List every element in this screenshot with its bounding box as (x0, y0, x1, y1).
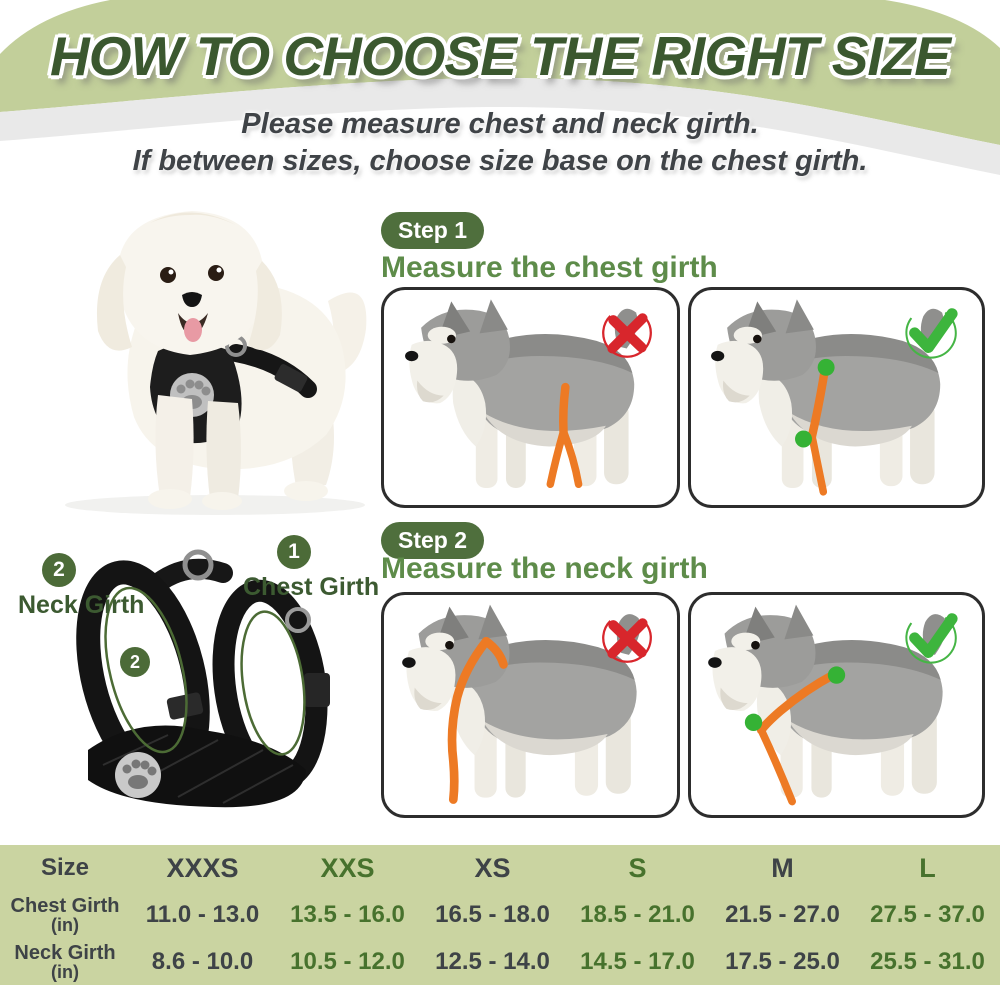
step2-badge: Step 2 (381, 522, 485, 560)
chest-girth-number-badge: 1 (277, 535, 311, 569)
neck-girth-value: 12.5 - 14.0 (435, 947, 550, 975)
step1-correct-example-image (688, 287, 985, 508)
size-chart-corner-label: Size (40, 854, 90, 881)
step2-heading: Measure the neck girth (381, 552, 708, 585)
page-title: HOW TO CHOOSE THE RIGHT SIZE (50, 25, 951, 87)
neck-girth-label: Neck Girth (18, 591, 145, 619)
size-column-header: S (628, 852, 647, 883)
neck-girth-value: 17.5 - 25.0 (725, 947, 840, 975)
step1-badge: Step 1 (381, 212, 485, 250)
neck-girth-number-badge: 2 (42, 553, 76, 587)
neck-girth-value: 8.6 - 10.0 (151, 947, 254, 975)
step2-correct-example-image (688, 592, 985, 818)
harness-measurement-diagram: 2 Neck Girth 1 Chest Girth 2 (18, 535, 380, 835)
step1-heading: Measure the chest girth (381, 251, 718, 284)
red-x-icon (595, 605, 659, 669)
chest-girth-value: 21.5 - 27.0 (725, 900, 840, 928)
size-column-header: XXXS (166, 852, 239, 883)
chest-girth-value: 27.5 - 37.0 (870, 900, 985, 928)
subtitle-line-2: If between sizes, choose size base on th… (132, 145, 868, 177)
step1-wrong-example-image (381, 287, 680, 508)
chest-girth-value: 18.5 - 21.0 (580, 900, 695, 928)
neck-loop-inner-marker: 2 (120, 647, 150, 677)
dog-wearing-harness-photo (40, 183, 380, 521)
subtitle-line-1: Please measure chest and neck girth. (241, 108, 759, 140)
size-column-header: M (771, 852, 794, 883)
green-check-icon (900, 300, 964, 364)
chest-girth-value: 16.5 - 18.0 (435, 900, 550, 928)
size-column-header: L (919, 852, 936, 883)
paw-print-icon (170, 373, 214, 417)
neck-girth-row-label: Neck Girth (in) (14, 941, 116, 982)
chest-girth-value: 11.0 - 13.0 (145, 900, 260, 928)
green-check-icon (900, 605, 964, 669)
neck-girth-value: 10.5 - 12.0 (290, 947, 405, 975)
neck-girth-value: 14.5 - 17.0 (580, 947, 695, 975)
page-subtitle: Please measure chest and neck girth. If … (0, 106, 1000, 180)
red-x-icon (595, 300, 659, 364)
neck-girth-value: 25.5 - 31.0 (870, 947, 985, 975)
chest-girth-label: Chest Girth (243, 573, 380, 601)
chest-girth-row-label: Chest Girth (in) (10, 894, 120, 935)
chest-girth-value: 13.5 - 16.0 (290, 900, 405, 928)
size-chart: Size XXXS XXS XS S M L Chest Girth (in) … (0, 845, 1000, 985)
size-column-header: XS (474, 852, 511, 883)
header-swoosh-background (0, 0, 1000, 175)
size-column-header: XXS (320, 852, 375, 883)
step2-wrong-example-image (381, 592, 680, 818)
paw-print-icon (115, 752, 161, 798)
